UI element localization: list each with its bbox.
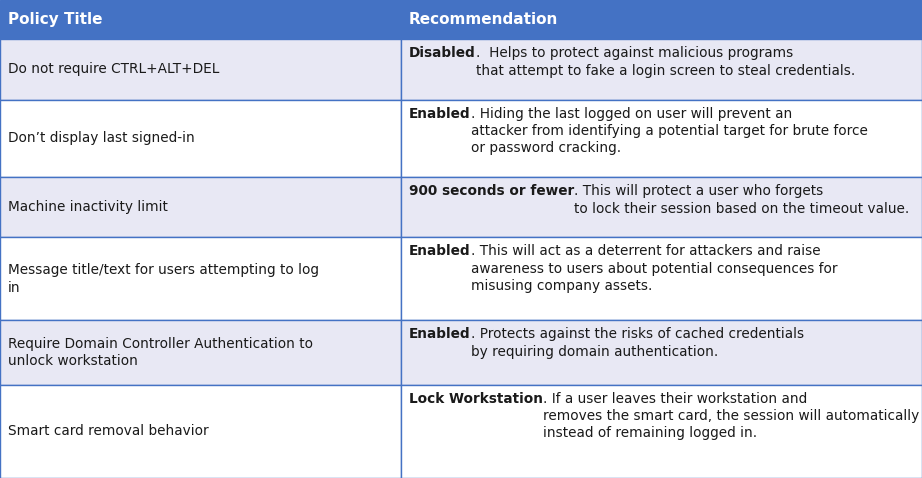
Text: .  Helps to protect against malicious programs
that attempt to fake a login scre: . Helps to protect against malicious pro…	[476, 46, 855, 78]
Text: Machine inactivity limit: Machine inactivity limit	[8, 200, 168, 214]
Bar	[0, 99, 401, 177]
Text: Recommendation: Recommendation	[409, 12, 559, 27]
Bar	[0, 320, 401, 385]
Text: . This will protect a user who forgets
to lock their session based on the timeou: . This will protect a user who forgets t…	[574, 185, 910, 216]
Text: Disabled: Disabled	[409, 46, 476, 60]
Bar	[401, 177, 922, 238]
Bar	[401, 385, 922, 478]
Bar	[401, 238, 922, 320]
Bar	[0, 238, 401, 320]
Bar	[0, 177, 401, 238]
Text: Policy Title: Policy Title	[8, 12, 102, 27]
Text: Lock Workstation: Lock Workstation	[409, 391, 543, 406]
Text: . Protects against the risks of cached credentials
by requiring domain authentic: . Protects against the risks of cached c…	[471, 327, 804, 358]
Bar	[401, 99, 922, 177]
Text: Enabled: Enabled	[409, 327, 471, 341]
Text: Require Domain Controller Authentication to
unlock workstation: Require Domain Controller Authentication…	[8, 337, 313, 368]
Text: 900 seconds or fewer: 900 seconds or fewer	[409, 185, 574, 198]
Bar	[0, 385, 401, 478]
Text: Enabled: Enabled	[409, 107, 471, 120]
Text: Smart card removal behavior: Smart card removal behavior	[8, 424, 208, 438]
Bar	[401, 320, 922, 385]
Text: . Hiding the last logged on user will prevent an
attacker from identifying a pot: . Hiding the last logged on user will pr…	[471, 107, 868, 155]
Bar	[401, 39, 922, 99]
Text: . If a user leaves their workstation and
removes the smart card, the session wil: . If a user leaves their workstation and…	[543, 391, 922, 440]
Text: Don’t display last signed-in: Don’t display last signed-in	[8, 131, 195, 145]
Text: Message title/text for users attempting to log
in: Message title/text for users attempting …	[8, 263, 319, 294]
Bar	[401, 0, 922, 39]
Text: Enabled: Enabled	[409, 244, 471, 259]
Text: . This will act as a deterrent for attackers and raise
awareness to users about : . This will act as a deterrent for attac…	[471, 244, 837, 293]
Bar	[0, 39, 401, 99]
Bar	[0, 0, 401, 39]
Text: Do not require CTRL+ALT+DEL: Do not require CTRL+ALT+DEL	[8, 63, 219, 76]
